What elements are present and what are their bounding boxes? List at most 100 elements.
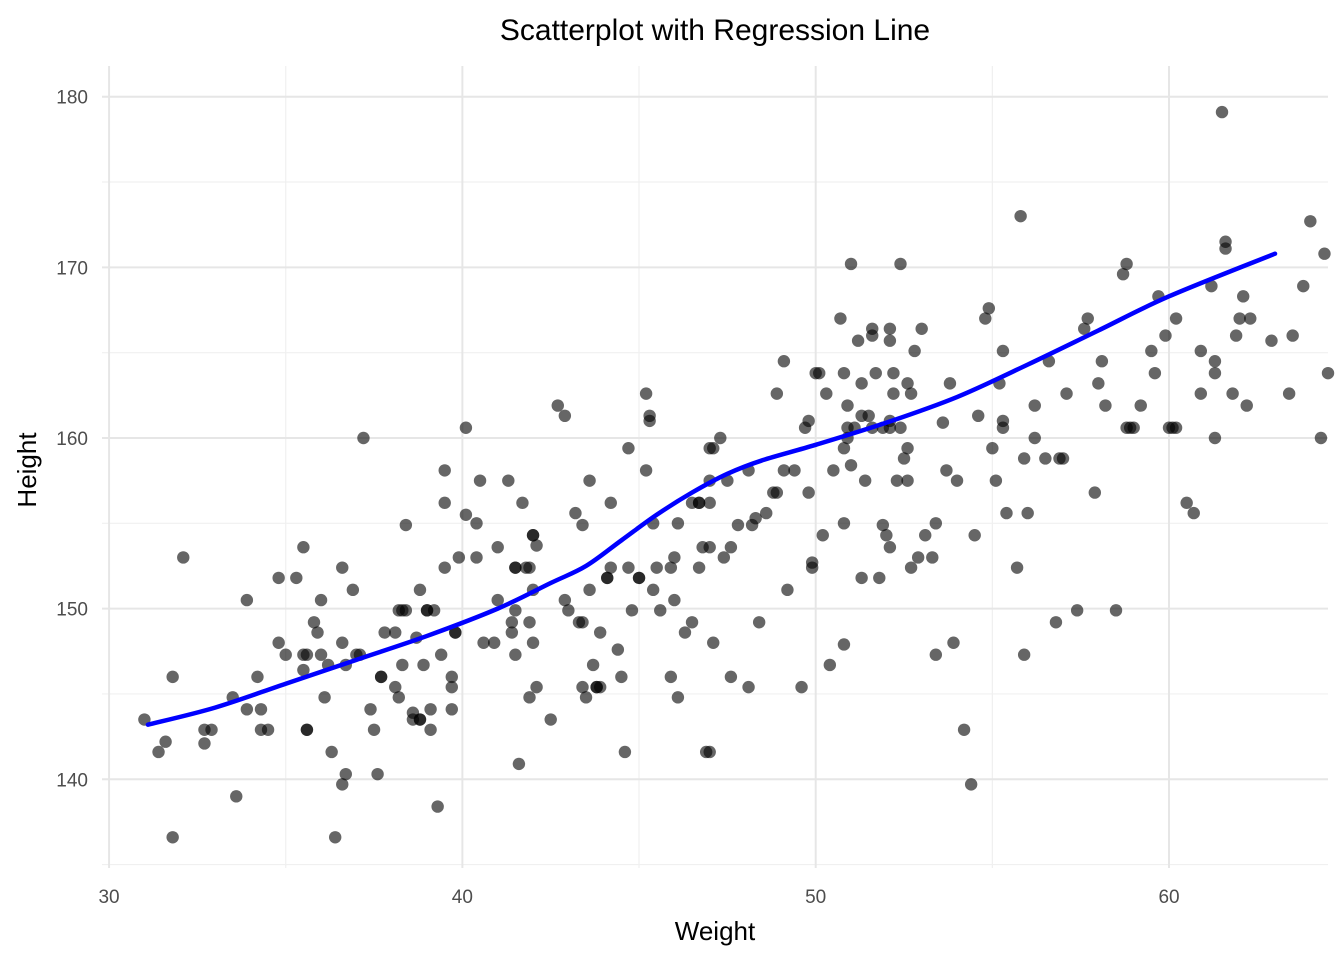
data-point	[749, 511, 762, 525]
data-point	[1099, 399, 1112, 412]
data-point	[1078, 322, 1091, 335]
data-point	[703, 745, 716, 759]
data-point	[516, 496, 529, 510]
data-point	[724, 670, 738, 684]
data-point	[336, 778, 349, 791]
data-point	[530, 680, 543, 694]
data-point	[576, 616, 589, 629]
data-point	[272, 571, 285, 585]
data-point	[654, 604, 667, 617]
data-point	[724, 541, 738, 554]
data-point	[887, 387, 900, 400]
data-point	[427, 604, 441, 617]
data-point	[742, 680, 755, 694]
data-point	[583, 583, 596, 597]
data-point	[1169, 421, 1183, 434]
data-point	[459, 508, 473, 521]
data-point	[615, 670, 628, 684]
data-point	[904, 387, 918, 400]
data-point	[339, 767, 352, 781]
data-point	[894, 257, 907, 271]
data-point	[371, 767, 384, 781]
data-point	[1215, 105, 1229, 119]
data-point	[1056, 452, 1070, 465]
grid	[102, 66, 1328, 868]
data-point	[502, 474, 515, 487]
data-point	[1088, 486, 1102, 499]
data-point	[929, 648, 943, 661]
data-point	[1081, 312, 1094, 325]
data-point	[523, 561, 536, 574]
data-point	[205, 723, 218, 736]
data-point	[844, 459, 858, 472]
data-point	[1021, 506, 1034, 520]
data-point	[707, 442, 720, 455]
data-point	[526, 636, 540, 649]
data-point	[1017, 452, 1031, 465]
data-point	[632, 571, 646, 585]
data-point	[544, 713, 557, 726]
x-axis-ticks: 30 40 50 60	[98, 887, 1179, 908]
chart-title: Scatterplot with Regression Line	[500, 14, 930, 47]
data-point	[876, 518, 890, 532]
data-point	[325, 745, 338, 759]
data-point	[240, 703, 254, 716]
data-point	[300, 648, 314, 661]
data-point	[795, 680, 808, 694]
data-point	[1205, 279, 1218, 293]
data-point	[177, 551, 190, 564]
data-point	[1180, 496, 1193, 510]
data-point	[1208, 355, 1222, 368]
data-point	[805, 561, 819, 574]
data-point	[717, 551, 731, 564]
data-point	[1219, 242, 1232, 255]
data-point	[434, 648, 448, 661]
data-point	[714, 431, 727, 445]
data-point	[1028, 399, 1041, 412]
data-point	[240, 593, 254, 607]
data-point	[770, 486, 784, 499]
data-point	[424, 723, 437, 736]
data-point	[1116, 267, 1130, 281]
data-point	[943, 377, 957, 390]
data-point	[1095, 355, 1109, 368]
data-point	[593, 626, 607, 639]
data-point	[1148, 366, 1162, 380]
data-point	[473, 474, 487, 487]
data-point	[625, 604, 639, 617]
data-point	[855, 571, 868, 585]
data-point	[837, 366, 851, 380]
data-point	[251, 670, 264, 684]
data-point	[731, 518, 745, 532]
data-point	[389, 680, 402, 694]
data-point	[399, 518, 413, 532]
data-point	[1014, 209, 1027, 223]
data-point	[668, 551, 681, 564]
data-point	[692, 561, 706, 574]
data-point	[509, 604, 522, 617]
data-point	[279, 648, 292, 661]
data-point	[1237, 290, 1250, 303]
data-point	[919, 529, 932, 542]
data-point	[413, 583, 427, 597]
data-point	[816, 529, 829, 542]
data-point	[1233, 312, 1246, 325]
data-point	[986, 442, 999, 455]
data-point	[166, 670, 179, 684]
data-point	[1194, 387, 1208, 400]
data-point	[1092, 377, 1105, 390]
data-point	[1318, 247, 1331, 260]
data-point	[844, 257, 858, 271]
data-point	[827, 464, 840, 477]
data-point	[1208, 431, 1222, 445]
data-point	[392, 691, 405, 704]
data-point	[470, 551, 483, 564]
data-point	[558, 593, 572, 607]
data-point	[487, 636, 501, 649]
data-point	[979, 312, 992, 325]
data-point	[307, 616, 321, 629]
data-point	[703, 541, 716, 554]
data-point	[254, 703, 268, 716]
data-point	[449, 626, 462, 639]
data-point	[664, 670, 678, 684]
